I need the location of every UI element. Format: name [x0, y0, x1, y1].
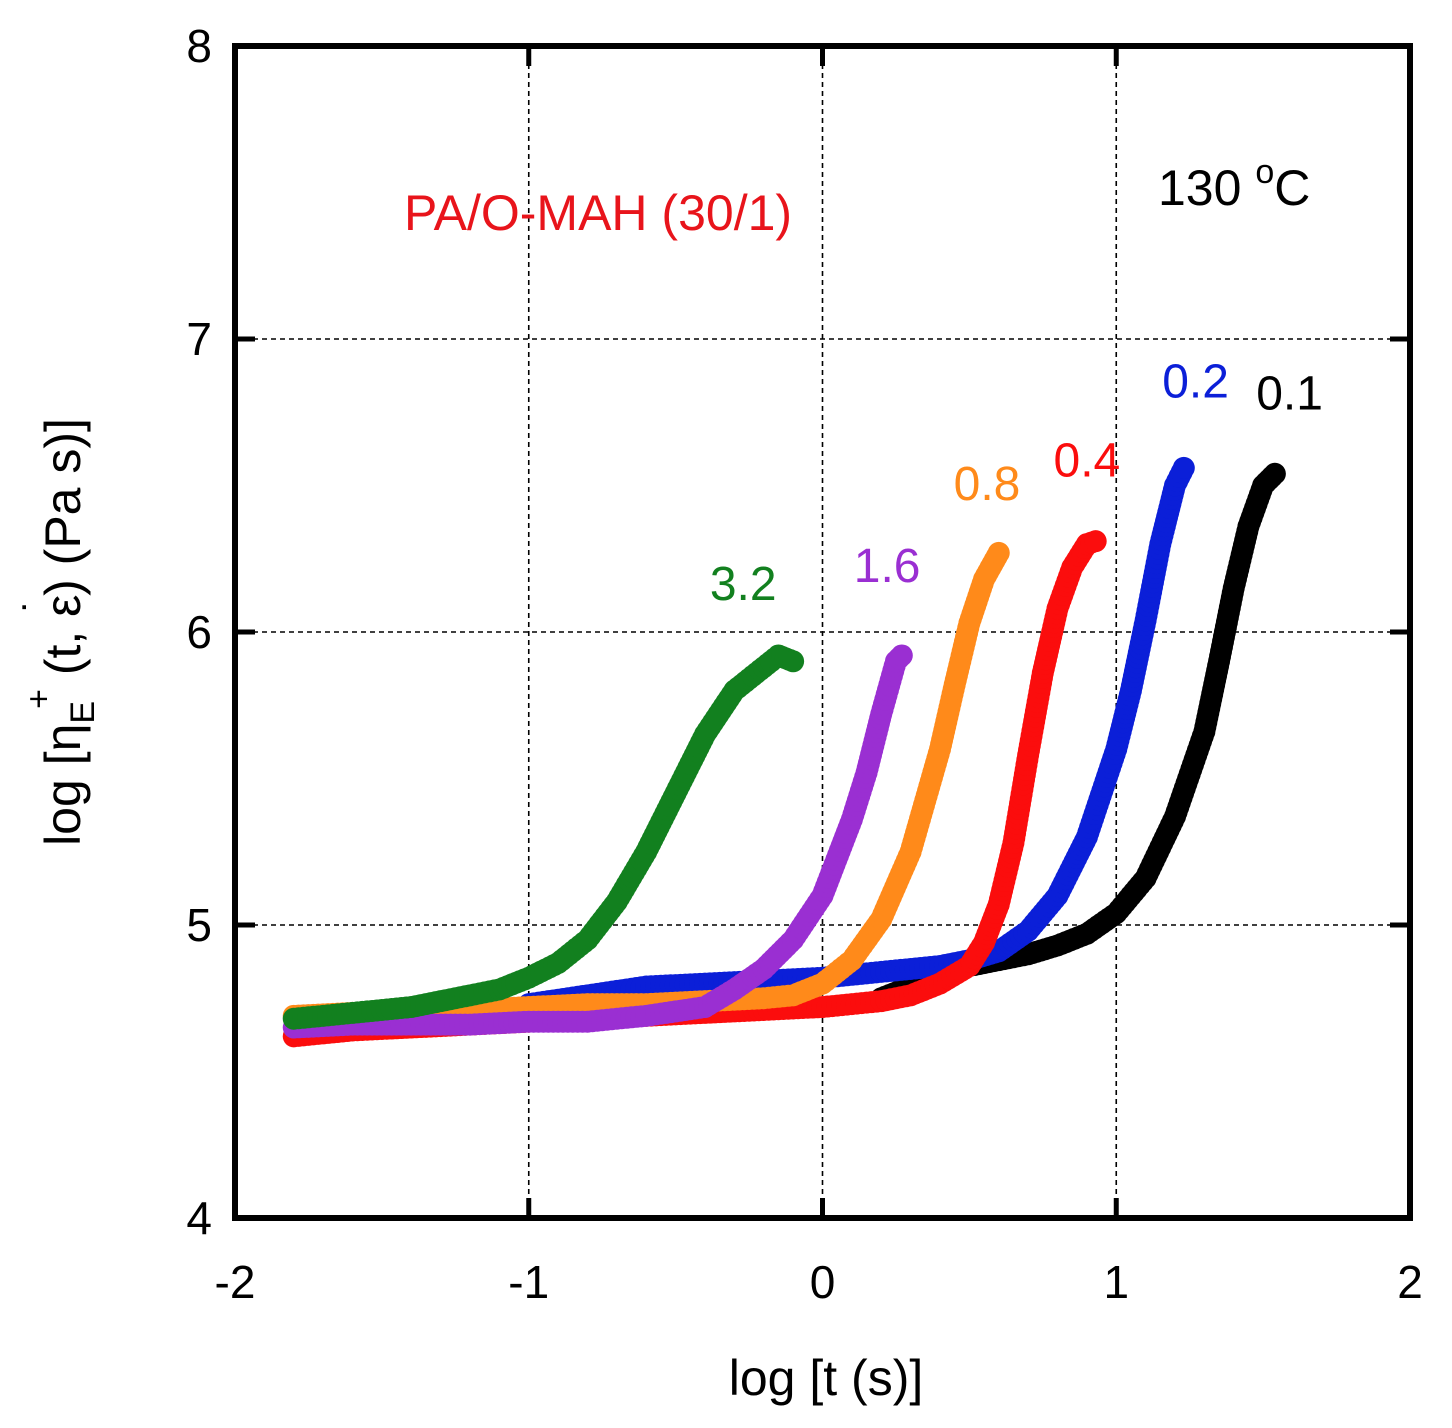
y-tick-label: 7: [186, 313, 212, 365]
y-label-sup: +: [20, 689, 58, 709]
y-tick-label: 8: [186, 20, 212, 72]
series-label-0.8: 0.8: [954, 458, 1021, 511]
temperature-value: 130: [1158, 160, 1255, 216]
series-label-0.2: 0.2: [1162, 356, 1229, 409]
data-point: [1263, 462, 1286, 485]
series-3.2: [282, 644, 805, 1030]
data-point: [782, 650, 805, 673]
series-0.8: [282, 541, 1010, 1027]
data-point: [1172, 456, 1195, 479]
y-label-sub: E: [64, 701, 102, 724]
y-tick-labels: 4 5 6 7 8: [186, 20, 212, 1244]
series-layer: [282, 456, 1286, 1048]
x-tick-label: -1: [508, 1256, 549, 1308]
y-tick-label: 6: [186, 606, 212, 658]
x-tick-label: -2: [215, 1256, 256, 1308]
series-label-1.6: 1.6: [854, 540, 921, 593]
temperature-degree: o: [1255, 153, 1274, 191]
tick-marks: [232, 43, 1413, 1221]
data-point: [890, 644, 913, 667]
y-axis-label: log [ηE + (t, ε˙ ) (Pa s)]: [15, 418, 102, 846]
x-tick-label: 2: [1397, 1256, 1423, 1308]
series-label-0.4: 0.4: [1054, 435, 1121, 488]
sample-annotation: PA/O-MAH (30/1): [404, 185, 792, 241]
temperature-unit: C: [1274, 160, 1310, 216]
y-label-mid: (t, ε: [35, 595, 91, 690]
y-tick-label: 4: [186, 1192, 212, 1244]
y-label-suffix: ) (Pa s)]: [35, 418, 91, 596]
series-label-0.1: 0.1: [1256, 367, 1323, 420]
y-label-prefix: log [η: [35, 724, 91, 846]
data-point: [987, 541, 1010, 564]
temperature-annotation: 130 oC: [1158, 153, 1310, 216]
data-point: [1084, 530, 1107, 553]
series-label-3.2: 3.2: [710, 558, 777, 611]
x-tick-label: 1: [1103, 1256, 1129, 1308]
x-tick-label: 0: [810, 1256, 836, 1308]
series-1.6: [282, 644, 913, 1039]
x-axis-label: log [t (s)]: [729, 1350, 923, 1406]
y-label-dot: ˙: [15, 598, 64, 613]
y-tick-label: 5: [186, 899, 212, 951]
series-labels: 0.1 0.2 0.4 0.8 1.6 3.2: [710, 356, 1323, 611]
x-tick-labels: -2 -1 0 1 2: [215, 1256, 1423, 1308]
